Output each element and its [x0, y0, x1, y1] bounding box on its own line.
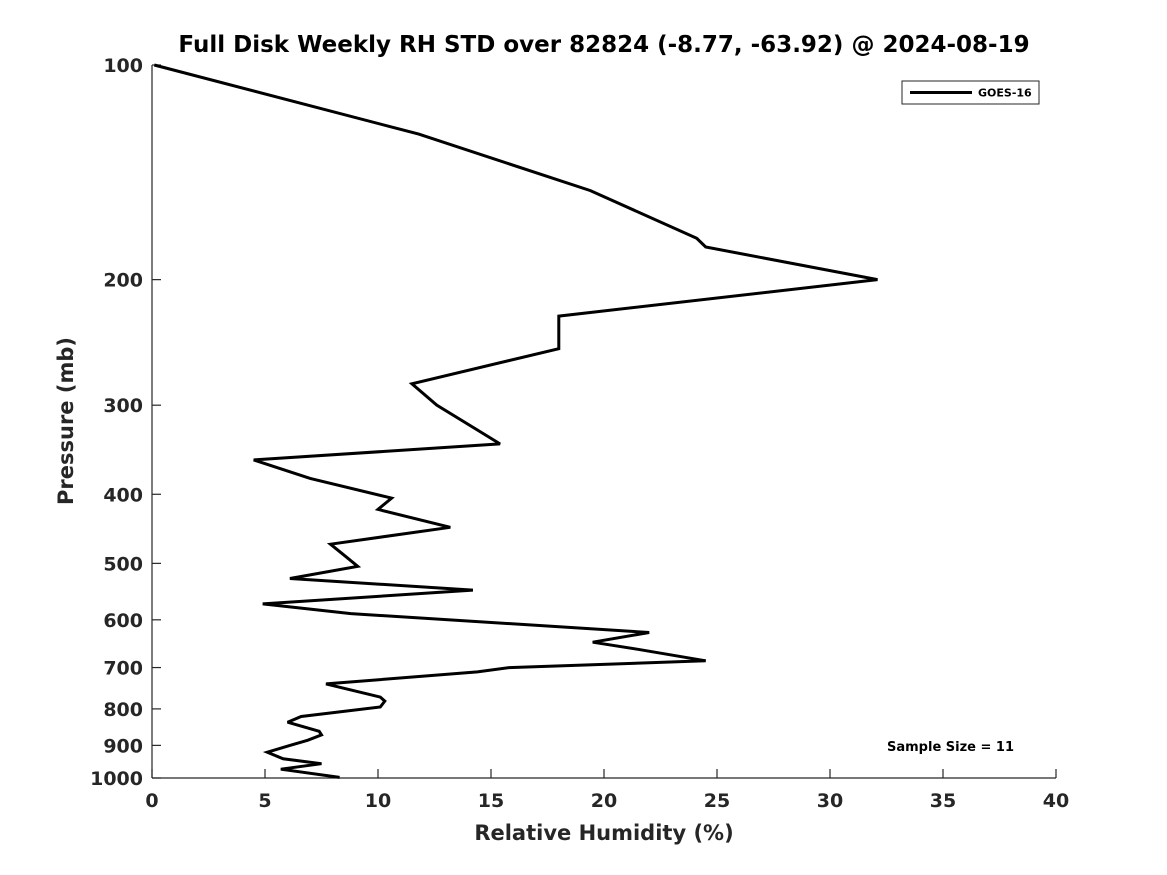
x-tick-label: 30 — [817, 790, 843, 812]
y-axis-label: Pressure (mb) — [54, 337, 78, 505]
y-tick-label: 600 — [103, 610, 143, 632]
y-tick-label: 300 — [103, 395, 143, 417]
y-tick-label: 800 — [103, 699, 143, 721]
x-tick-label: 5 — [258, 790, 271, 812]
y-ticks: 100 200 300 400 500 600 700 800 900 1000 — [90, 55, 161, 790]
x-axis-label: Relative Humidity (%) — [474, 821, 733, 845]
y-tick-label: 400 — [103, 484, 143, 506]
x-tick-label: 0 — [145, 790, 158, 812]
y-tick-label: 500 — [103, 553, 143, 575]
x-tick-label: 40 — [1043, 790, 1069, 812]
y-tick-label: 700 — [103, 658, 143, 680]
x-ticks: 0 5 10 15 20 25 30 35 40 — [145, 769, 1069, 812]
x-tick-label: 20 — [591, 790, 617, 812]
y-tick-label: 1000 — [90, 768, 143, 790]
series-lines — [153, 63, 878, 779]
x-tick-label: 10 — [365, 790, 391, 812]
legend: GOES-16 — [901, 80, 1040, 105]
sample-size-annotation: Sample Size = 11 — [887, 740, 1014, 755]
x-tick-label: 25 — [704, 790, 730, 812]
chart-title: Full Disk Weekly RH STD over 82824 (-8.7… — [178, 32, 1029, 58]
x-tick-label: 15 — [478, 790, 504, 812]
legend-label-goes-16: GOES-16 — [978, 87, 1032, 100]
y-tick-label: 200 — [103, 270, 143, 292]
series-line-goes-16 — [153, 63, 878, 779]
y-tick-label: 900 — [103, 735, 143, 757]
x-tick-label: 35 — [930, 790, 956, 812]
axes — [151, 65, 1056, 779]
y-tick-label: 100 — [103, 55, 143, 77]
